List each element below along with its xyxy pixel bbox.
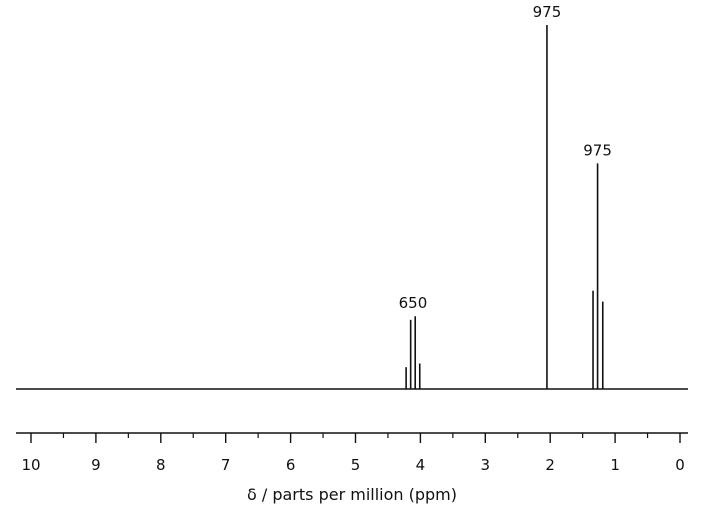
tick-label: 7	[221, 456, 231, 474]
peak-integration-label: 975	[533, 3, 562, 21]
tick-label: 3	[481, 456, 491, 474]
peak-integration-label: 650	[399, 294, 428, 312]
tick-label: 5	[351, 456, 361, 474]
x-axis-ticks	[30, 433, 681, 443]
tick-label: 0	[675, 456, 685, 474]
x-axis-tick-labels: 10 9 8 7 6 5 4 3 2 1 0	[21, 456, 684, 474]
tick-label: 4	[416, 456, 426, 474]
x-axis-label: δ / parts per million (ppm)	[247, 485, 457, 504]
peaks-group	[405, 25, 604, 389]
tick-label: 9	[91, 456, 101, 474]
peak-integration-label: 975	[583, 141, 612, 159]
peak-annotations: 975 975 650	[399, 3, 612, 312]
tick-label: 10	[21, 456, 40, 474]
tick-label: 1	[610, 456, 620, 474]
tick-label: 2	[545, 456, 555, 474]
tick-label: 6	[286, 456, 296, 474]
tick-label: 8	[156, 456, 166, 474]
